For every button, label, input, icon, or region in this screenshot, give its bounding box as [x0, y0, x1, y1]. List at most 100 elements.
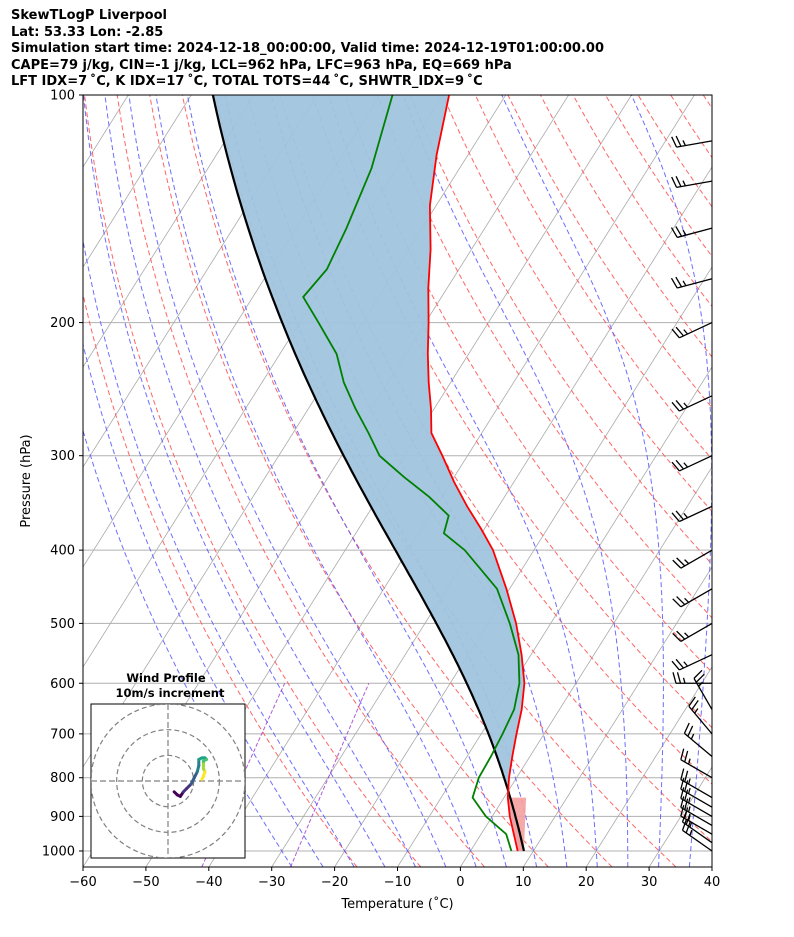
wind-barb — [671, 321, 713, 339]
dry-adiabat-line — [83, 291, 358, 867]
barb-feather — [671, 461, 680, 472]
hodograph-segment — [200, 774, 205, 781]
cape-area — [212, 95, 525, 851]
x-tick-label: 30 — [641, 875, 658, 890]
barb-feather — [671, 401, 680, 412]
barb-feather — [693, 669, 703, 679]
barb-feather — [671, 328, 680, 339]
barb-half-feather — [687, 778, 691, 785]
barb-half-feather — [682, 140, 686, 146]
y-tick-label: 600 — [50, 677, 75, 692]
barb-feather — [684, 780, 689, 792]
moist-adiabat-line — [83, 237, 355, 867]
sounding-profiles — [211, 95, 527, 852]
x-tick-label: −50 — [132, 875, 159, 890]
location-line: Lat: 53.33 Lon: -2.85 — [11, 24, 164, 40]
isotherm-line — [460, 466, 712, 867]
barb-half-feather — [689, 829, 693, 836]
dry-adiabat-line — [768, 95, 794, 867]
barb-staff — [680, 788, 713, 808]
x-tick-label: 40 — [704, 875, 721, 890]
barb-half-feather — [683, 402, 689, 408]
wind-barb — [688, 696, 713, 735]
wind-barb — [671, 505, 713, 523]
barb-half-feather — [683, 329, 689, 335]
barb-half-feather — [683, 661, 689, 667]
barb-feather — [671, 660, 680, 671]
barb-feather — [676, 630, 686, 640]
dry-adiabat-line — [149, 95, 549, 867]
chart-header: SkewTLogP Liverpool Lat: 53.33 Lon: -2.8… — [11, 8, 604, 91]
barb-staff — [677, 278, 713, 289]
dry-adiabat-line — [605, 95, 712, 258]
wind-barb — [683, 722, 713, 758]
dry-adiabat-line — [474, 95, 712, 460]
dry-adiabat-line — [670, 95, 712, 159]
wind-barb — [671, 176, 713, 189]
barb-feather — [680, 748, 685, 760]
barb-feather — [676, 557, 686, 567]
barb-feather — [680, 796, 685, 808]
isotherm-line — [83, 95, 255, 368]
barb-half-feather — [687, 806, 691, 813]
barb-staff — [676, 180, 713, 189]
barb-feather — [680, 804, 685, 817]
y-tick-label: 300 — [50, 449, 75, 464]
y-axis-label: Pressure (hPa) — [19, 434, 34, 527]
barb-feather — [675, 400, 684, 410]
isotherm-line — [522, 566, 712, 867]
barb-feather — [684, 807, 689, 819]
barb-half-feather — [694, 708, 699, 714]
y-axis: 1000 900 800 700 600 500 400 300 200 100 — [42, 89, 83, 859]
barb-feather — [672, 559, 682, 569]
y-tick-label: 800 — [50, 771, 75, 786]
barb-feather — [680, 777, 685, 790]
barb-half-feather — [687, 758, 691, 765]
y-tick-label: 400 — [50, 544, 75, 559]
temperature-line — [426, 95, 526, 852]
dewpoint-line — [302, 95, 521, 852]
barb-feather — [691, 700, 699, 711]
barb-feather — [671, 176, 678, 188]
barb-staff — [679, 395, 713, 412]
barb-half-feather — [684, 632, 690, 638]
barb-feather — [695, 673, 705, 683]
barb-feather — [687, 725, 694, 737]
inset-subtitle: 10m/s increment — [116, 686, 225, 700]
wind-barb — [671, 455, 713, 472]
wind-barb — [681, 819, 713, 852]
wind-barb — [672, 588, 713, 608]
barb-half-feather — [682, 229, 687, 236]
barb-half-feather — [687, 814, 691, 821]
wind-barbs — [670, 135, 713, 852]
dry-adiabat-line — [442, 95, 712, 513]
barb-staff — [679, 455, 713, 472]
barb-staff — [680, 815, 713, 835]
cape-line: CAPE=79 j/kg, CIN=-1 j/kg, LCL=962 hPa, … — [11, 57, 512, 73]
wind-barb — [670, 276, 713, 289]
dry-adiabat-line — [181, 95, 613, 867]
wind-barb — [671, 135, 713, 148]
parcel-line — [211, 95, 525, 852]
wind-barb — [670, 226, 713, 239]
isotherm-line — [648, 766, 712, 867]
barb-feather — [684, 789, 689, 801]
moist-adiabat-line — [720, 95, 777, 867]
y-tick-label: 700 — [50, 727, 75, 742]
dry-adiabat-line — [539, 95, 712, 358]
barb-half-feather — [684, 597, 690, 603]
barb-half-feather — [682, 677, 686, 684]
x-tick-label: −10 — [384, 875, 411, 890]
wind-barb — [671, 395, 713, 412]
barb-feather — [680, 768, 685, 780]
x-axis-label: Temperature (˚C) — [340, 896, 453, 912]
isotherm-line — [83, 95, 318, 468]
wind-barb — [680, 796, 713, 826]
barb-feather — [672, 598, 682, 608]
barb-staff — [679, 505, 713, 523]
barb-feather — [675, 226, 683, 237]
barb-feather — [676, 596, 686, 606]
x-tick-label: −40 — [195, 875, 222, 890]
chart-title: SkewTLogP Liverpool — [11, 8, 167, 23]
